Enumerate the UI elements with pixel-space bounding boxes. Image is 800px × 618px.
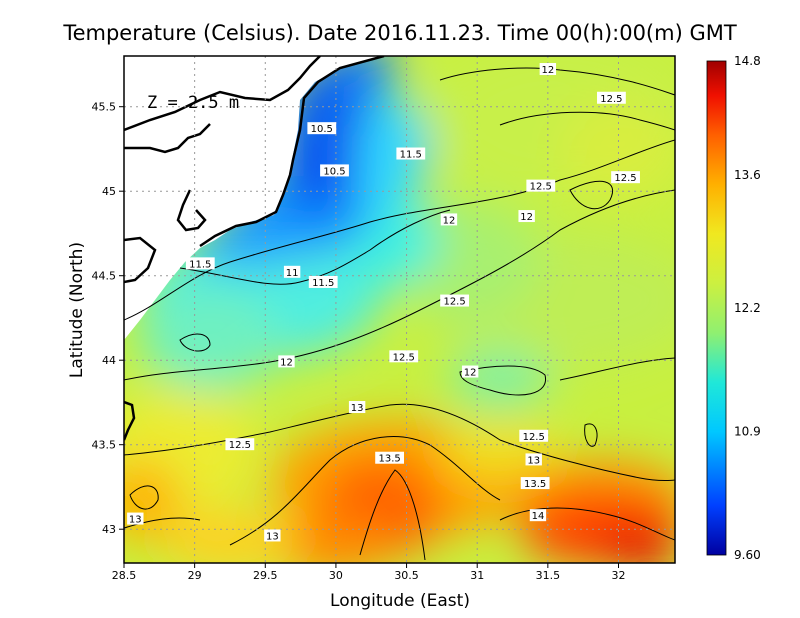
contour-label-box [127, 512, 144, 525]
x-axis-label: Longitude (East) [330, 591, 470, 611]
contour-label-box [611, 171, 640, 184]
grid-lines [124, 56, 675, 563]
colorbar-gradient [706, 60, 727, 556]
depth-annotation: Z = 2.5 m [147, 93, 239, 113]
colorbar-tick-label: 9.60 [734, 548, 761, 562]
colorbar-tick-label: 14.8 [734, 54, 761, 68]
contour-label-box [539, 63, 557, 76]
contour-label-box [520, 477, 550, 490]
x-tick-label: 29.5 [253, 569, 278, 582]
y-tick-label: 43.5 [92, 439, 117, 452]
contour-label: 12 [280, 357, 293, 368]
x-tick-label: 29 [188, 569, 202, 582]
y-tick-label: 45.5 [92, 101, 117, 114]
contour-label-box [529, 509, 547, 522]
contour-label: 11.5 [189, 259, 211, 270]
contour-label-box [526, 179, 556, 192]
chart-title: Temperature (Celsius). Date 2016.11.23. … [62, 21, 737, 45]
contour-label: 11.5 [400, 150, 422, 161]
contour-label-box [307, 122, 337, 135]
contour-label-box [375, 451, 405, 464]
contour-label: 12.5 [393, 352, 415, 363]
contour-label-box [348, 401, 366, 414]
contour-label: 12.5 [523, 432, 545, 443]
contour-label-box [518, 210, 535, 223]
x-tick-label: 31 [470, 569, 484, 582]
contour-label: 10.5 [311, 124, 333, 135]
contour-label-box [278, 355, 295, 368]
contour-label-box [264, 529, 281, 542]
contour-label: 12.5 [600, 94, 622, 105]
contour-label-box [525, 453, 542, 466]
contour-label: 13 [129, 515, 142, 526]
contour-label-box [389, 350, 419, 363]
contour-label-box [461, 365, 479, 378]
contour-label-box [225, 438, 255, 451]
y-tick-label: 45 [102, 185, 116, 198]
contour-label: 10.5 [323, 166, 345, 177]
contour-label: 14 [532, 511, 545, 522]
x-tick-label: 32 [611, 569, 625, 582]
contour-label-box [308, 275, 338, 288]
contour-label: 12 [520, 212, 533, 223]
contour-label-box [597, 91, 626, 104]
contour-label-box [185, 257, 215, 270]
colorbar-tick-label: 12.2 [734, 301, 761, 315]
contour-lines [124, 67, 675, 561]
x-tick-label: 30 [329, 569, 343, 582]
contour-label: 12.5 [530, 182, 552, 193]
contour-label: 13 [351, 403, 364, 414]
contour-label: 12.5 [443, 297, 465, 308]
contour-label-box [440, 213, 458, 226]
y-tick-label: 44 [102, 354, 116, 367]
x-tick-label: 30.5 [394, 569, 419, 582]
contour-label: 13 [527, 455, 540, 466]
y-tick-label: 44.5 [92, 270, 117, 283]
contour-label-box [320, 164, 349, 177]
contour-label: 13.5 [524, 479, 546, 490]
contour-label: 12 [464, 368, 477, 379]
contour-labels: 12 12.5 10.5 11.5 10.5 12.5 12.5 12 12 11.5 11 11.5… [127, 63, 640, 542]
contour-label: 12.5 [614, 173, 636, 184]
x-tick-label: 31.5 [536, 569, 561, 582]
contour-label-box [396, 147, 426, 160]
colorbar-tick-label: 10.9 [734, 425, 761, 439]
contour-label-box [283, 265, 301, 278]
contour-label: 13 [266, 531, 279, 542]
contour-label: 12 [541, 65, 554, 76]
contour-label-box [440, 294, 469, 307]
y-tick-label: 43 [102, 523, 116, 536]
land-mask [124, 56, 385, 441]
contour-label: 11.5 [312, 278, 334, 289]
contour-label: 12.5 [229, 440, 251, 451]
x-tick-label: 28.5 [112, 569, 137, 582]
plot-frame [123, 55, 676, 564]
y-axis-label: Latitude (North) [67, 242, 87, 378]
axis-ticks: 28.5 29 29.5 30 30.5 31 31.5 32 43 43.5 44 44.5 45 45… [92, 101, 626, 582]
temperature-field [124, 56, 675, 563]
contour-label: 11 [286, 268, 299, 279]
contour-label-box [519, 429, 549, 442]
contour-label: 13.5 [378, 454, 400, 465]
colorbar: 14.8 13.6 12.2 10.9 9.60 [706, 54, 761, 562]
colorbar-tick-label: 13.6 [734, 168, 761, 182]
contour-label: 12 [443, 215, 456, 226]
